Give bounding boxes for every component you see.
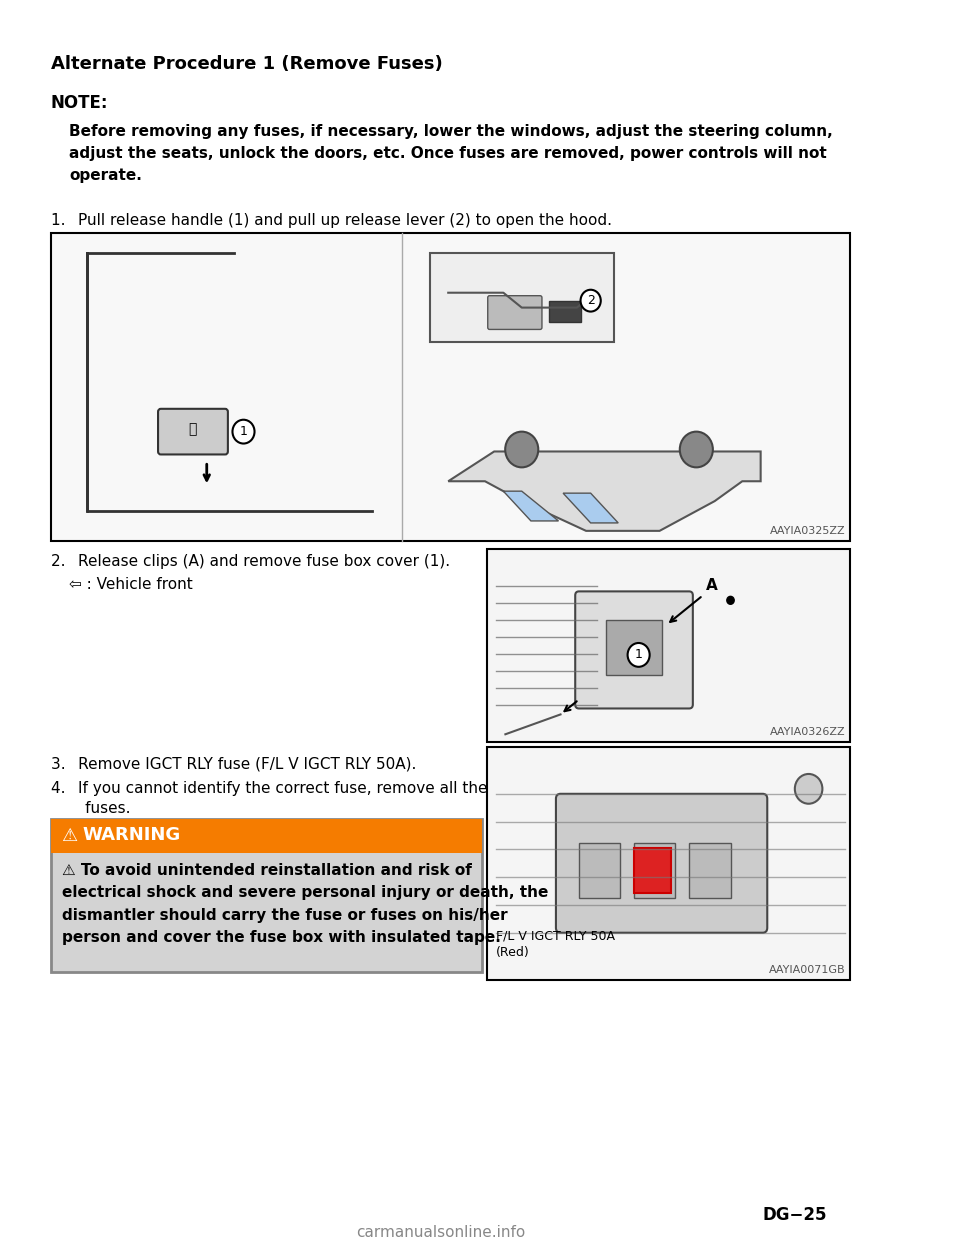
Text: 4.  If you cannot identify the correct fuse, remove all the: 4. If you cannot identify the correct fu…: [51, 781, 487, 796]
Text: A: A: [707, 578, 718, 592]
Bar: [579, 843, 620, 898]
Text: Alternate Procedure 1 (Remove Fuses): Alternate Procedure 1 (Remove Fuses): [51, 55, 443, 72]
Text: Before removing any fuses, if necessary, lower the windows, adjust the steering : Before removing any fuses, if necessary,…: [69, 124, 832, 184]
FancyBboxPatch shape: [51, 818, 483, 972]
Polygon shape: [448, 452, 760, 530]
Circle shape: [505, 432, 539, 467]
Text: 1: 1: [635, 648, 642, 662]
Text: ⚠ To avoid unintended reinstallation and risk of
electrical shock and severe per: ⚠ To avoid unintended reinstallation and…: [61, 863, 548, 945]
Text: ⚠: ⚠: [61, 826, 78, 845]
Text: DG−25: DG−25: [762, 1206, 827, 1223]
FancyBboxPatch shape: [575, 591, 693, 708]
Text: NOTE:: NOTE:: [51, 94, 108, 112]
Circle shape: [232, 420, 254, 443]
FancyBboxPatch shape: [556, 794, 767, 933]
Text: F/L V IGCT RLY 50A: F/L V IGCT RLY 50A: [496, 930, 615, 943]
Text: AAYIA0326ZZ: AAYIA0326ZZ: [770, 728, 846, 738]
Circle shape: [680, 432, 713, 467]
Text: 1.  Pull release handle (1) and pull up release lever (2) to open the hood.: 1. Pull release handle (1) and pull up r…: [51, 214, 612, 229]
Text: (Red): (Red): [496, 945, 530, 959]
Bar: [51, 818, 483, 853]
Text: 2.  Release clips (A) and remove fuse box cover (1).: 2. Release clips (A) and remove fuse box…: [51, 554, 449, 569]
Circle shape: [727, 596, 734, 605]
Text: fuses.: fuses.: [51, 801, 130, 816]
Text: 🚗: 🚗: [189, 422, 197, 437]
Text: 3.  Remove IGCT RLY fuse (F/L V IGCT RLY 50A).: 3. Remove IGCT RLY fuse (F/L V IGCT RLY …: [51, 756, 416, 771]
Text: WARNING: WARNING: [83, 826, 180, 845]
FancyBboxPatch shape: [158, 409, 228, 455]
Text: AAYIA0071GB: AAYIA0071GB: [769, 965, 846, 975]
Bar: [689, 843, 731, 898]
Circle shape: [581, 289, 601, 312]
Bar: [634, 848, 671, 893]
Polygon shape: [564, 493, 618, 523]
Bar: [487, 748, 850, 980]
Bar: [51, 233, 850, 540]
Text: ⇦ : Vehicle front: ⇦ : Vehicle front: [69, 578, 193, 592]
Circle shape: [628, 643, 650, 667]
Bar: [430, 253, 613, 343]
Text: 2: 2: [587, 294, 594, 307]
Polygon shape: [503, 491, 559, 520]
Circle shape: [795, 774, 823, 804]
Bar: [634, 843, 676, 898]
FancyBboxPatch shape: [488, 296, 542, 329]
Text: AAYIA0325ZZ: AAYIA0325ZZ: [770, 525, 846, 535]
Text: carmanualsonline.info: carmanualsonline.info: [356, 1226, 526, 1241]
Text: 1: 1: [240, 425, 248, 438]
Bar: [607, 620, 661, 674]
Bar: [487, 549, 850, 743]
Bar: [549, 301, 582, 323]
